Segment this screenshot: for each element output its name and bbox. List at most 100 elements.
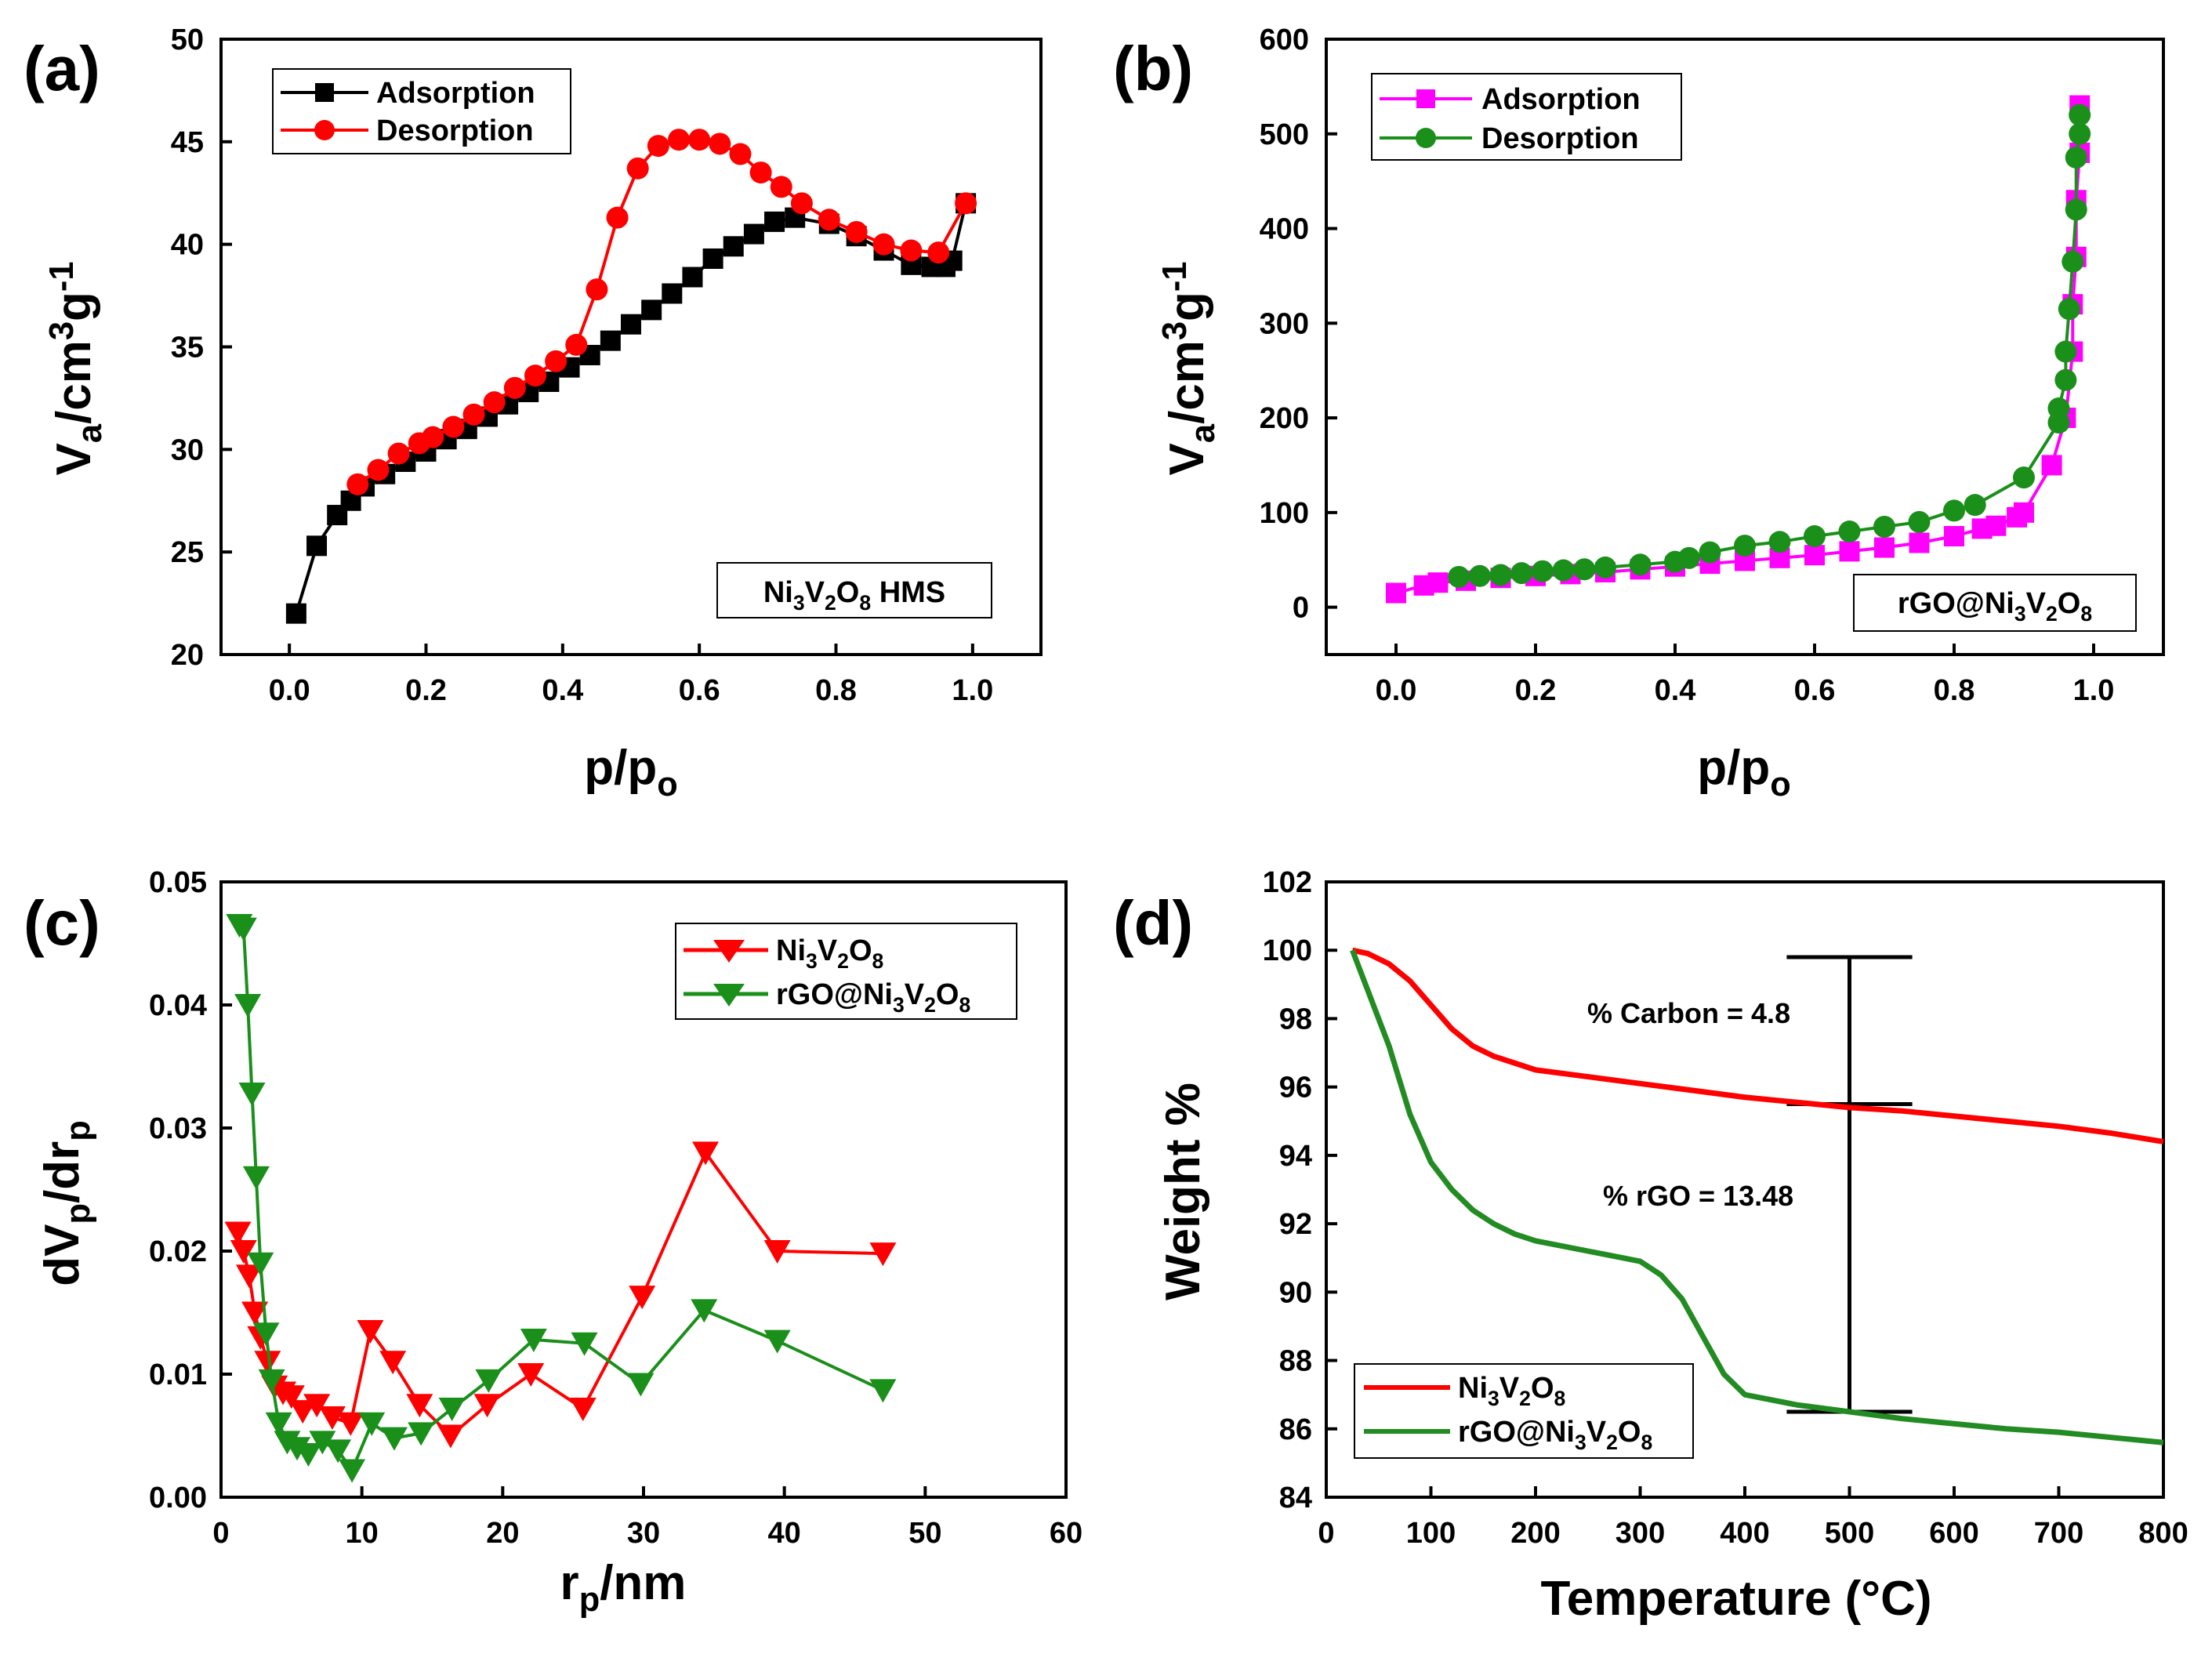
panel-b-legend: Adsorption Desorption xyxy=(1371,73,1682,161)
panel-c-y-axis-title: dVp/drp xyxy=(35,1120,97,1286)
panel-c-series-rgo-ni3v2o8-point xyxy=(238,1083,266,1107)
panel-c-series-rgo-ni3v2o8-point xyxy=(234,994,262,1017)
panel-b-series-desorption-point xyxy=(2054,340,2077,363)
panel-d-y-tick-label: 90 xyxy=(1279,1276,1312,1309)
panel-a-series-desorption-point xyxy=(709,132,731,155)
panel-d-y-tick-label: 102 xyxy=(1263,866,1312,899)
panel-a-legend-adsorption: Adsorption xyxy=(376,77,535,110)
panel-d-y-tick-label: 88 xyxy=(1279,1345,1312,1378)
panel-c-x-tick-label: 40 xyxy=(768,1517,801,1550)
panel-c-x-tick-label: 20 xyxy=(486,1517,519,1550)
panel-c-series-rgo-ni3v2o8-point xyxy=(247,1252,274,1276)
panel-c-series-rgo-ni3v2o8-point xyxy=(408,1422,435,1446)
panel-a-x-tick-label: 0.0 xyxy=(269,674,310,707)
panel-a-x-tick-label: 0.6 xyxy=(679,674,720,707)
panel-c-series-rgo-ni3v2o8-point xyxy=(763,1329,791,1354)
panel-c-series-ni3v2o8-point xyxy=(692,1141,720,1166)
panel-d-y-tick-label: 86 xyxy=(1279,1413,1312,1446)
panel-b-series-desorption-point xyxy=(1943,499,1965,522)
panel-b-series-desorption-point xyxy=(1804,525,1826,548)
panel-b-series-desorption-point xyxy=(1838,521,1861,542)
panel-b-series-desorption-point xyxy=(1573,558,1596,581)
panel-b-series-desorption-point xyxy=(1873,515,1895,538)
panel-a-series-adsorption-point xyxy=(723,236,744,257)
panel-d-y-tick-label: 84 xyxy=(1279,1482,1312,1514)
panel-a-series-adsorption-point xyxy=(743,223,764,245)
panel-b-series-adsorption-point xyxy=(1839,541,1860,562)
panel-c-legend-rgo: rGO@Ni3V2O8 xyxy=(776,978,970,1017)
panel-c-series-rgo-ni3v2o8-point xyxy=(284,1437,311,1461)
legend-desorption-marker xyxy=(314,120,335,140)
panel-b-y-tick-label: 400 xyxy=(1260,213,1309,246)
panel-a-legend-desorption: Desorption xyxy=(376,114,534,147)
panel-a-series-desorption-point xyxy=(729,143,752,165)
panel-c-series-rgo-ni3v2o8-point xyxy=(627,1373,655,1397)
panel-c-series-ni3v2o8-point xyxy=(224,1221,252,1246)
panel-b-series-desorption-point xyxy=(2065,146,2087,169)
panel-c-label: (c) xyxy=(24,888,100,958)
panel-c-series-rgo-ni3v2o8-point xyxy=(358,1412,386,1436)
panel-a-series-adsorption-point xyxy=(306,535,328,557)
panel-d-x-tick-label: 800 xyxy=(2138,1517,2188,1550)
panel-c-series-ni3v2o8-point xyxy=(318,1406,346,1430)
panel-b-x-tick-label: 0.6 xyxy=(1794,674,1836,707)
legend-desorption-marker xyxy=(1416,128,1436,148)
panel-b: (b) 0.0 0.2 0.4 0.6 0.8 1.0 0 100 200 300 400 500 60… xyxy=(1113,24,2165,803)
panel-c-series-rgo-ni3v2o8-point xyxy=(242,1166,270,1190)
panel-b-series-desorption-point xyxy=(1629,553,1652,576)
panel-b-series-desorption-point xyxy=(2069,103,2091,126)
panel-a-series-desorption-point xyxy=(483,391,506,414)
panel-b-series-desorption-point xyxy=(1908,510,1931,533)
panel-b-series-desorption-point xyxy=(1664,550,1686,573)
panel-a-series-desorption-point xyxy=(688,129,711,151)
panel-b-x-tick-label: 0.0 xyxy=(1376,674,1417,707)
panel-c-series-ni3v2o8-point xyxy=(303,1394,331,1418)
panel-a-label: (a) xyxy=(24,34,100,103)
panel-c-series-rgo-ni3v2o8-point xyxy=(339,1459,366,1483)
panel-a-series-desorption-point xyxy=(586,278,608,301)
panel-b-series-desorption-line xyxy=(1459,114,2082,579)
panel-c-series-ni3v2o8-point xyxy=(869,1242,897,1267)
panel-c-y-tick-label: 0.03 xyxy=(149,1112,207,1145)
panel-b-y-tick-label: 0 xyxy=(1293,592,1309,625)
panel-a-x-tick-label: 1.0 xyxy=(952,674,993,707)
panel-b-series-adsorption-point xyxy=(1874,537,1895,558)
panel-d-y-tick-label: 96 xyxy=(1279,1072,1312,1104)
panel-c-y-tick-label: 0.04 xyxy=(149,989,207,1022)
panel-d-y-tick-label: 100 xyxy=(1263,934,1312,967)
panel-c-y-tick-label: 0.02 xyxy=(149,1235,207,1268)
panel-a-series-desorption-point xyxy=(668,129,691,151)
panel-d-x-tick-label: 0 xyxy=(1318,1517,1334,1550)
panel-b-series-desorption-point xyxy=(2013,466,2035,489)
panel-a-series-desorption-point xyxy=(367,459,390,481)
panel-c-legend-ni3v2o8: Ni3V2O8 xyxy=(776,934,883,973)
panel-c-series-rgo-ni3v2o8-point xyxy=(520,1329,547,1353)
panel-a-series-adsorption-point xyxy=(641,299,662,321)
panel-b-series-desorption-point xyxy=(1964,494,1986,517)
panel-a-series-desorption-point xyxy=(818,209,840,231)
panel-a-series-desorption-point xyxy=(749,161,772,184)
panel-b-y-axis-title: Va/cm3g-1 xyxy=(1156,262,1222,476)
panel-c-series-rgo-ni3v2o8-point xyxy=(475,1369,502,1393)
panel-a-x-axis-title: p/po xyxy=(584,741,678,803)
panel-c-series-ni3v2o8-point xyxy=(379,1351,407,1375)
panel-c-series-rgo-ni3v2o8-point xyxy=(230,917,257,941)
panel-c-series-ni3v2o8-point xyxy=(277,1385,305,1409)
panel-d-legend: Ni3V2O8 rGO@Ni3V2O8 xyxy=(1354,1363,1694,1459)
panel-d-legend-ni3v2o8: Ni3V2O8 xyxy=(1458,1372,1565,1410)
panel-b-legend-adsorption: Adsorption xyxy=(1481,83,1641,116)
panel-c-x-tick-label: 10 xyxy=(346,1517,379,1550)
panel-c-series-rgo-ni3v2o8-point xyxy=(309,1431,336,1455)
panel-c-y-tick-label: 0.05 xyxy=(149,866,207,899)
legend-adsorption-marker xyxy=(315,83,334,102)
panel-a-series-adsorption-point xyxy=(702,248,723,269)
panel-d-y-tick-label: 98 xyxy=(1279,1003,1312,1036)
panel-c-series-rgo-ni3v2o8-point xyxy=(571,1332,598,1356)
panel-d-x-axis-title: Temperature (°C) xyxy=(1540,1572,1931,1626)
svg-text:rGO@Ni3V2O8: rGO@Ni3V2O8 xyxy=(1898,587,2092,626)
panel-c-series-ni3v2o8-point xyxy=(437,1424,464,1449)
panel-b-y-tick-label: 500 xyxy=(1260,118,1309,151)
panel-c-series-ni3v2o8-point xyxy=(289,1400,317,1424)
panel-a-legend: Adsorption Desorption xyxy=(272,68,571,154)
